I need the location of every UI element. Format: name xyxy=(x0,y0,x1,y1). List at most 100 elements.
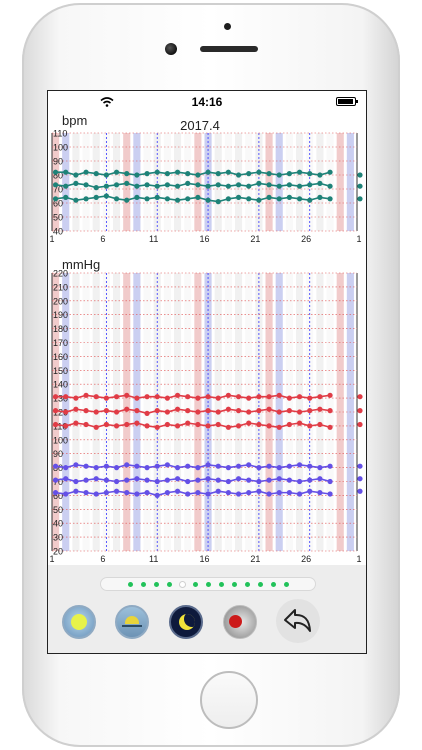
page-dot[interactable] xyxy=(127,581,133,587)
day-band xyxy=(133,133,141,231)
page-dot[interactable] xyxy=(140,581,146,587)
day-band xyxy=(224,133,232,231)
data-point xyxy=(134,420,140,426)
page-dot[interactable] xyxy=(231,581,237,587)
day-band xyxy=(194,133,202,231)
data-point xyxy=(103,183,109,189)
data-point xyxy=(113,409,120,415)
data-point xyxy=(63,169,69,175)
x-tick-label: 21 xyxy=(250,554,260,564)
data-point xyxy=(246,196,252,202)
data-point xyxy=(276,172,282,178)
page-dot[interactable] xyxy=(153,581,159,587)
sunset-icon xyxy=(125,616,139,624)
data-point xyxy=(103,463,109,469)
data-point xyxy=(235,172,242,178)
page-dot[interactable] xyxy=(270,581,276,587)
medicine-button[interactable] xyxy=(223,605,257,639)
page-dot[interactable] xyxy=(218,581,224,587)
sun-icon xyxy=(71,614,87,630)
data-point xyxy=(83,463,89,469)
data-point xyxy=(174,406,181,412)
day-band xyxy=(336,133,344,231)
data-point xyxy=(144,394,150,400)
data-point xyxy=(225,406,231,412)
data-point xyxy=(357,488,363,494)
data-point xyxy=(205,476,211,482)
y-tick-label: 110 xyxy=(53,129,67,139)
data-point xyxy=(205,423,211,429)
data-point xyxy=(63,476,69,482)
data-point xyxy=(235,408,242,414)
data-point xyxy=(357,408,363,414)
data-point xyxy=(52,408,59,414)
x-tick-label: 6 xyxy=(100,234,105,244)
page-dot[interactable] xyxy=(192,581,198,587)
back-button[interactable] xyxy=(276,599,320,643)
morning-button[interactable] xyxy=(62,605,96,639)
data-point xyxy=(83,169,89,175)
day-band xyxy=(52,133,60,231)
y-axis-label: mmHg xyxy=(62,257,100,272)
data-point xyxy=(73,406,79,412)
page-dot[interactable] xyxy=(283,581,289,587)
y-tick-label: 40 xyxy=(53,227,63,237)
data-point xyxy=(63,183,69,189)
night-button[interactable] xyxy=(169,605,203,639)
data-point xyxy=(134,395,140,401)
data-point xyxy=(266,463,272,469)
data-point xyxy=(215,488,221,494)
page-dot[interactable] xyxy=(244,581,250,587)
app-screen: 14:16 40 50 60 70 80 90 100 110 1 6 11 16 21 26 1 bpm 20… xyxy=(47,90,367,654)
data-point xyxy=(113,488,120,494)
x-tick-label: 26 xyxy=(301,234,311,244)
y-tick-label: 60 xyxy=(53,491,63,501)
data-point xyxy=(286,463,292,469)
data-point xyxy=(286,182,292,188)
data-point xyxy=(113,394,120,400)
data-point xyxy=(195,465,201,471)
day-band xyxy=(214,133,222,231)
data-point xyxy=(144,182,150,188)
data-point xyxy=(144,465,150,471)
data-point xyxy=(266,194,272,200)
page-dot[interactable] xyxy=(205,581,211,587)
y-tick-label: 130 xyxy=(53,394,68,404)
data-point xyxy=(317,394,323,400)
data-point xyxy=(124,197,130,203)
x-tick-label: 26 xyxy=(301,554,311,564)
data-point xyxy=(296,169,303,175)
page-dot[interactable] xyxy=(257,581,263,587)
page-indicator[interactable] xyxy=(100,577,316,591)
data-point xyxy=(103,477,109,483)
day-band xyxy=(245,133,253,231)
day-band xyxy=(275,133,283,231)
data-point xyxy=(103,395,109,401)
series-line xyxy=(55,477,331,483)
data-point xyxy=(185,420,191,426)
evening-button[interactable] xyxy=(115,605,149,639)
data-point xyxy=(124,477,130,483)
y-tick-label: 110 xyxy=(53,421,67,431)
data-point xyxy=(256,394,262,400)
wifi-icon xyxy=(100,97,114,107)
data-point xyxy=(174,183,181,189)
data-point xyxy=(93,185,99,191)
y-tick-label: 200 xyxy=(53,296,68,306)
home-button[interactable] xyxy=(200,671,258,729)
series-line xyxy=(55,464,331,469)
data-point xyxy=(286,408,292,414)
x-tick-label: 1 xyxy=(49,234,54,244)
data-point xyxy=(63,423,69,429)
data-point xyxy=(113,423,120,429)
data-point xyxy=(52,169,59,175)
page-dot[interactable] xyxy=(179,581,185,587)
day-band xyxy=(113,133,121,231)
data-point xyxy=(296,420,303,426)
series-line xyxy=(55,171,331,176)
page-dot[interactable] xyxy=(166,581,172,587)
y-tick-label: 50 xyxy=(53,505,63,515)
data-point xyxy=(113,465,120,471)
data-point xyxy=(307,488,313,494)
